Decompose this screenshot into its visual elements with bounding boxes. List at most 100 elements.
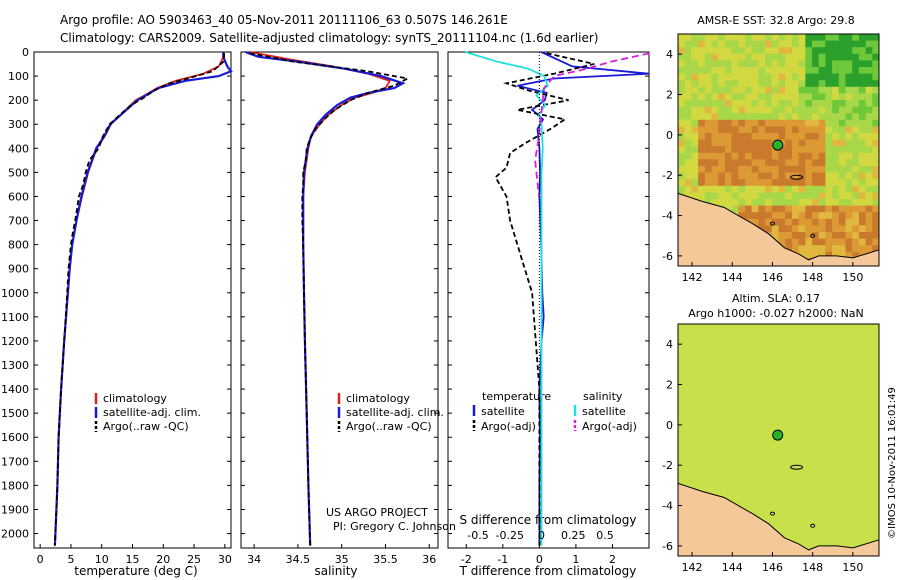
sst-cell	[812, 67, 820, 75]
sst-cell	[718, 113, 726, 121]
sst-cell	[838, 218, 847, 226]
sst-cell	[765, 205, 773, 213]
sst-cell	[738, 113, 746, 121]
sst-cell	[724, 146, 733, 154]
sst-cell	[805, 205, 813, 213]
sst-cell	[745, 119, 753, 127]
sst-cell	[785, 80, 793, 88]
sst-cell	[765, 40, 773, 48]
sst-cell	[812, 185, 820, 193]
sst-cell	[872, 205, 879, 213]
x-tick-label: -1	[497, 553, 508, 566]
sst-cell	[758, 113, 766, 121]
sst-cell	[872, 119, 879, 127]
sst-cell	[711, 185, 719, 193]
y-tick-label: 2000	[1, 528, 29, 541]
sst-cell	[758, 179, 766, 187]
sst-cell	[765, 34, 773, 42]
sst-cell	[785, 53, 793, 61]
sst-cell	[838, 205, 847, 213]
sst-cell	[865, 172, 873, 180]
salinity-legend-satellite: satellite-adj. clim.	[346, 406, 444, 419]
temperature-axis-label: temperature (deg C)	[74, 564, 197, 578]
sst-cell	[698, 139, 706, 147]
y-tick-label: 400	[8, 142, 29, 155]
sst-cell	[684, 67, 692, 75]
sst-cell	[698, 159, 706, 167]
x-tick-label: 20	[156, 553, 170, 566]
sst-cell	[872, 67, 879, 75]
sst-cell	[765, 133, 773, 141]
sst-cell	[698, 192, 706, 200]
map-x-tick-label: 146	[762, 271, 783, 284]
sst-cell	[812, 172, 820, 180]
map-y-tick-label: -4	[662, 500, 673, 513]
sst-cell	[805, 80, 813, 88]
sst-cell	[798, 40, 806, 48]
sst-cell	[872, 245, 879, 253]
sst-cell	[872, 73, 879, 81]
sst-cell	[771, 232, 780, 240]
sst-cell	[718, 152, 726, 160]
sst-cell	[798, 47, 806, 55]
sst-cell	[825, 152, 833, 160]
sst-cell	[765, 225, 773, 233]
sst-cell	[731, 80, 739, 88]
sst-cell	[812, 47, 820, 55]
sst-cell	[865, 93, 873, 101]
legend-salinity-satellite: satellite	[582, 405, 626, 418]
sst-cell	[678, 73, 686, 81]
sst-cell	[724, 47, 733, 55]
sst-cell	[858, 53, 867, 61]
sst-cell	[698, 53, 706, 61]
sst-cell	[812, 93, 820, 101]
sst-cell	[872, 40, 879, 48]
sst-cell	[745, 100, 753, 108]
sst-cell	[704, 40, 713, 48]
sst-cell	[845, 166, 853, 174]
sst-cell	[805, 225, 813, 233]
sst-cell	[805, 185, 813, 193]
sst-cell	[838, 238, 847, 246]
sst-cell	[731, 152, 739, 160]
sst-cell	[718, 60, 726, 68]
sst-cell	[812, 192, 820, 200]
sst-cell	[791, 53, 800, 61]
sst-cell	[832, 80, 840, 88]
sst-cell	[751, 53, 759, 61]
sst-cell	[852, 139, 860, 147]
sst-cell	[825, 205, 833, 213]
x-tick-label: 36	[422, 553, 436, 566]
sst-cell	[825, 106, 833, 114]
map-y-tick-label: -2	[662, 459, 673, 472]
sst-cell	[718, 166, 726, 174]
sst-cell	[718, 159, 726, 167]
sst-cell	[858, 218, 867, 226]
sst-cell	[805, 67, 813, 75]
sst-cell	[758, 152, 766, 160]
sst-cell	[724, 199, 733, 207]
sst-cell	[872, 218, 879, 226]
sst-cell	[818, 179, 826, 187]
sst-cell	[872, 232, 879, 240]
sst-cell	[724, 113, 733, 121]
sst-cell	[678, 185, 686, 193]
sst-cell	[691, 152, 699, 160]
sst-cell	[872, 86, 879, 94]
sst-cell	[745, 67, 753, 75]
sst-cell	[812, 60, 820, 68]
sst-cell	[785, 245, 793, 253]
sst-cell	[684, 159, 692, 167]
sst-cell	[724, 159, 733, 167]
series-line-satellite-adj-clim-	[53, 51, 233, 546]
sst-cell	[698, 172, 706, 180]
sst-cell	[724, 205, 733, 213]
sst-cell	[865, 80, 873, 88]
sst-cell	[738, 106, 746, 114]
sst-cell	[825, 166, 833, 174]
sst-cell	[731, 47, 739, 55]
sst-cell	[865, 119, 873, 127]
sst-cell	[872, 93, 879, 101]
sst-cell	[838, 152, 847, 160]
sst-cell	[852, 218, 860, 226]
